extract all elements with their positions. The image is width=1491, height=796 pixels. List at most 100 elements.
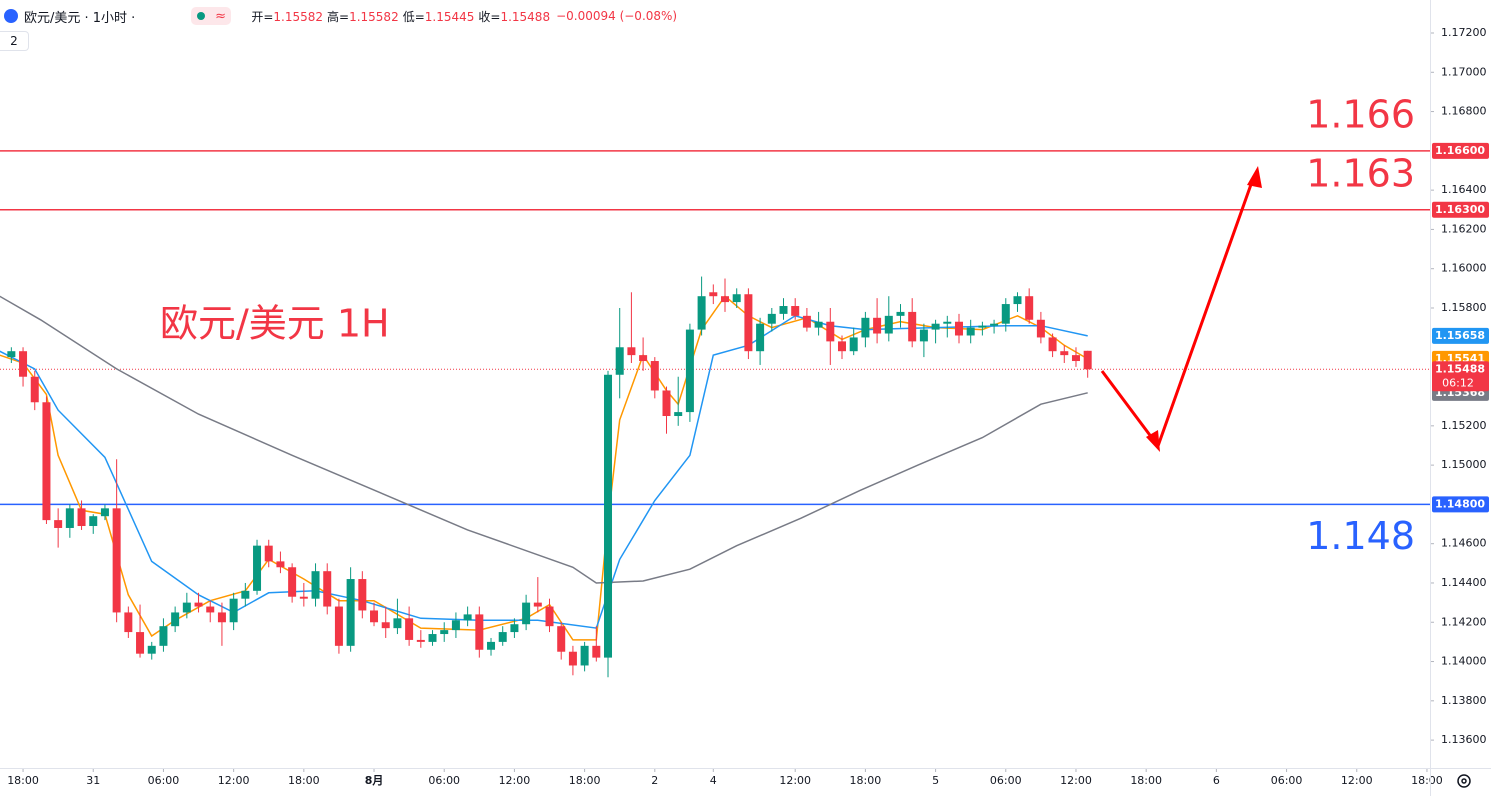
candle-body (311, 571, 320, 599)
candle-body (510, 624, 519, 633)
candle-body (264, 545, 273, 562)
candle-body (545, 606, 554, 627)
x-tick-label: 18:00 (1130, 774, 1162, 787)
candle-body (650, 361, 659, 391)
candle-body (802, 315, 811, 328)
y-tick-label: 1.13800 (1441, 694, 1487, 707)
y-tick-label: 1.16200 (1441, 222, 1487, 235)
x-tick-label: 06:00 (148, 774, 180, 787)
candle-body (498, 632, 507, 642)
candle-body (861, 317, 870, 338)
x-tick-label: 18:00 (1411, 774, 1443, 787)
symbol-title[interactable]: 欧元/美元 · 1小时 · (24, 10, 136, 26)
x-axis: 18:00 31 06:00 12:00 18:00 8月 06:00 12:00 18:00 2… (7, 768, 1443, 787)
candle-body (206, 606, 215, 613)
candle-body (194, 602, 203, 607)
candle-body (451, 620, 460, 631)
y-tick-label: 1.15200 (1441, 419, 1487, 432)
candle-body (112, 508, 121, 613)
candle-body (931, 323, 940, 330)
status-dot (196, 12, 205, 20)
candle-body (627, 347, 636, 356)
candle-body (978, 325, 987, 328)
candle-body (7, 351, 16, 358)
candle-body (779, 306, 788, 314)
ohlc-label: 开= (251, 9, 274, 24)
x-tick-label: 12:00 (1060, 774, 1092, 787)
candle-body (42, 402, 51, 521)
candle-body (147, 645, 156, 654)
candle-body (323, 571, 332, 607)
candle-body (615, 347, 624, 375)
x-tick-label: 12:00 (218, 774, 250, 787)
arrow-head (1146, 430, 1160, 452)
countdown: 06:12 (1442, 376, 1474, 389)
candle-body (381, 622, 390, 629)
y-tick-label: 1.13600 (1441, 733, 1487, 746)
last-price-label: 1.15488 (1435, 362, 1485, 375)
level-tag-label: 1.16300 (1435, 203, 1485, 216)
last-price-tag (1432, 361, 1489, 392)
candle-body (674, 412, 683, 417)
candle-body (756, 323, 765, 352)
candle-body (288, 567, 297, 597)
level-annotation: 1.148 (1306, 514, 1415, 558)
candle-body (849, 337, 858, 352)
candle-body (522, 602, 531, 625)
candle-body (557, 626, 566, 652)
candle-body (77, 508, 86, 527)
level-annotation: 1.166 (1306, 92, 1415, 136)
x-tick-label: 18:00 (7, 774, 39, 787)
candle-body (662, 390, 671, 417)
gear-center[interactable] (1461, 778, 1467, 784)
candle-body (463, 614, 472, 621)
candle-body (1048, 337, 1057, 352)
x-tick-label: 4 (710, 774, 717, 787)
candle-body (1060, 351, 1069, 356)
level-tag-label: 1.16600 (1435, 144, 1485, 157)
candle-body (791, 306, 800, 316)
indicator-toggle[interactable]: 2 (0, 31, 29, 51)
level-tag (1432, 142, 1489, 159)
candle-body (767, 313, 776, 324)
candle-body (966, 327, 975, 336)
x-tick-label: 2 (651, 774, 658, 787)
moving-average (0, 314, 1088, 629)
legend-header: 欧元/美元 · 1小时 · ≈ 开=1.15582 高=1.15582 低=1.15… (0, 6, 677, 26)
settings-icon[interactable] (1457, 774, 1471, 788)
x-tick-label: 18:00 (288, 774, 320, 787)
candle-body (697, 296, 706, 330)
candle-body (416, 639, 425, 642)
candle-body (65, 508, 74, 528)
series-tag (1432, 327, 1489, 344)
status-pill[interactable]: ≈ (191, 7, 232, 25)
candle-body (171, 612, 180, 627)
candle-body (639, 355, 648, 362)
candle-body (428, 634, 437, 642)
forecast-arrow (1100, 166, 1262, 452)
series-tag-label: 1.15658 (1435, 329, 1485, 342)
y-tick-label: 1.14400 (1441, 576, 1487, 589)
candle-body (159, 626, 168, 646)
x-tick-label: 06:00 (990, 774, 1022, 787)
y-tick-label: 1.17000 (1441, 65, 1487, 78)
x-tick-label: 12:00 (779, 774, 811, 787)
candle-body (685, 329, 694, 413)
gear[interactable] (1457, 774, 1471, 788)
candle-body (1036, 319, 1045, 338)
candle-body (217, 612, 226, 623)
ohlc-values: 开=1.15582 高=1.15582 低=1.15445 收=1.15488 (247, 8, 550, 25)
x-tick-label: 06:00 (428, 774, 460, 787)
candle-body (1013, 296, 1022, 305)
candle-body (19, 351, 28, 377)
candle-body (229, 598, 238, 623)
candle-body (709, 292, 718, 297)
candle-body (744, 294, 753, 352)
candle-body (1071, 355, 1080, 362)
level-tag (1432, 201, 1489, 218)
candle-body (954, 321, 963, 336)
ohlc-label: 高= (327, 9, 350, 24)
candle-body (124, 612, 133, 633)
candle-body (54, 520, 63, 528)
y-tick-label: 1.14600 (1441, 537, 1487, 550)
